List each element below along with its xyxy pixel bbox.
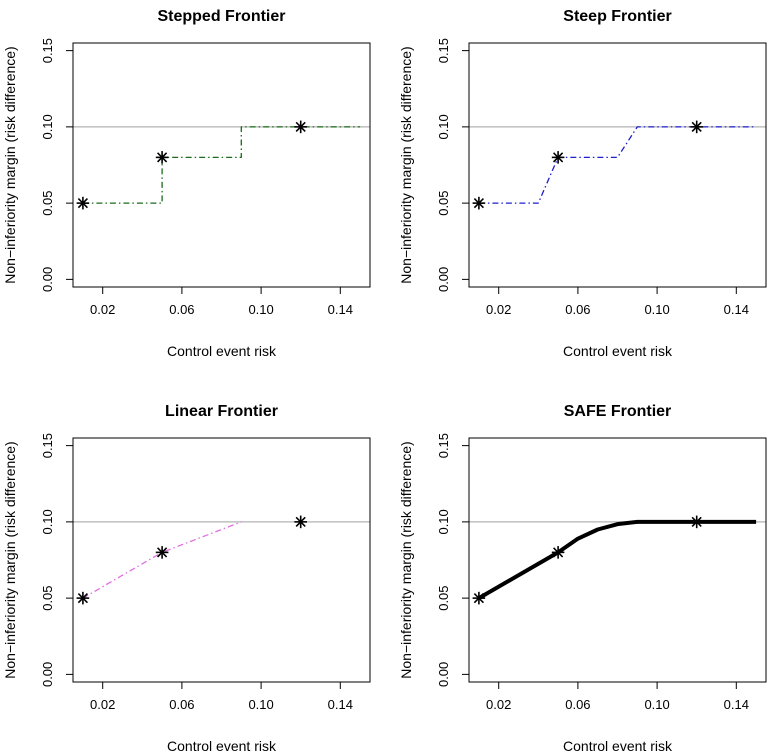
plot-frame — [468, 42, 767, 288]
data-point — [155, 151, 169, 164]
chart-panel-3: Linear Frontier 0.02 0.06 0.10 0.14 0.00 0.05 0… — [2, 403, 371, 753]
data-point-stroke — [553, 547, 564, 558]
data-point-stroke — [553, 152, 564, 163]
y-tick-label: 0.15 — [40, 433, 55, 458]
data-point — [294, 120, 308, 134]
x-axis-label: Control event risk — [563, 738, 673, 753]
data-point-stroke — [157, 152, 168, 163]
data-point — [690, 515, 704, 529]
y-tick-label: 0.05 — [436, 585, 451, 610]
chart-title: SAFE Frontier — [564, 403, 672, 420]
y-tick-label: 0.10 — [436, 114, 451, 139]
y-tick-label: 0.10 — [40, 509, 55, 534]
data-point — [76, 196, 90, 210]
data-point-stroke — [77, 198, 88, 209]
y-tick-label: 0.00 — [40, 267, 55, 292]
chart-title: Steep Frontier — [563, 8, 671, 25]
x-tick-label: 0.02 — [486, 697, 511, 712]
frontier-line — [478, 126, 757, 204]
x-tick-label: 0.14 — [328, 302, 353, 317]
data-point-stroke — [691, 516, 702, 527]
x-tick-label: 0.06 — [565, 302, 590, 317]
data-point-stroke — [157, 547, 168, 558]
x-tick-label: 0.10 — [248, 697, 273, 712]
x-tick-label: 0.02 — [90, 697, 115, 712]
data-point — [155, 546, 169, 559]
x-tick-label: 0.14 — [328, 697, 353, 712]
y-tick-label: 0.15 — [436, 433, 451, 458]
data-point — [472, 196, 486, 210]
data-point — [690, 120, 704, 134]
data-point-stroke — [473, 198, 484, 209]
y-axis-label: Non−inferiority margin (risk difference) — [398, 441, 414, 678]
y-axis-label: Non−inferiority margin (risk difference) — [2, 441, 18, 678]
data-point — [294, 515, 308, 529]
x-tick-label: 0.06 — [169, 697, 194, 712]
x-tick-label: 0.06 — [169, 302, 194, 317]
plot-frame — [72, 42, 371, 288]
data-point — [472, 591, 486, 605]
x-axis-label: Control event risk — [167, 343, 277, 359]
y-tick-label: 0.00 — [436, 662, 451, 687]
y-tick-label: 0.15 — [436, 38, 451, 63]
data-point-stroke — [295, 516, 306, 527]
x-tick-label: 0.14 — [724, 302, 749, 317]
x-tick-label: 0.10 — [644, 302, 669, 317]
x-tick-label: 0.02 — [486, 302, 511, 317]
y-tick-label: 0.15 — [40, 38, 55, 63]
chart-title: Linear Frontier — [165, 403, 278, 420]
frontier-line — [477, 519, 757, 600]
frontier-line — [82, 521, 242, 599]
chart-panel-2: Steep Frontier 0.02 0.06 0.10 0.14 0.00 0.05 0.… — [398, 8, 767, 359]
chart-panel-4: SAFE Frontier 0.02 0.06 0.10 0.14 0.00 0.05 0.1… — [398, 403, 767, 753]
y-tick-label: 0.10 — [436, 509, 451, 534]
chart-title: Stepped Frontier — [157, 8, 285, 25]
data-point-stroke — [691, 121, 702, 132]
y-tick-label: 0.10 — [40, 114, 55, 139]
x-tick-label: 0.14 — [724, 697, 749, 712]
plot-frame — [468, 437, 767, 683]
x-tick-label: 0.06 — [565, 697, 590, 712]
x-tick-label: 0.02 — [90, 302, 115, 317]
data-point-stroke — [77, 593, 88, 604]
y-tick-label: 0.00 — [436, 267, 451, 292]
frontier-line — [82, 126, 361, 204]
x-axis-label: Control event risk — [167, 738, 277, 753]
x-tick-label: 0.10 — [644, 697, 669, 712]
x-tick-label: 0.10 — [248, 302, 273, 317]
data-point-stroke — [473, 593, 484, 604]
x-axis-label: Control event risk — [563, 343, 673, 359]
y-axis-label: Non−inferiority margin (risk difference) — [2, 46, 18, 283]
chart-panel-1: Stepped Frontier 0.02 0.06 0.10 0.14 0.00 0.05… — [2, 8, 371, 359]
y-tick-label: 0.05 — [40, 190, 55, 215]
plot-frame — [72, 437, 371, 683]
data-point — [551, 151, 565, 164]
y-axis-label: Non−inferiority margin (risk difference) — [398, 46, 414, 283]
data-point — [76, 591, 90, 605]
y-tick-label: 0.00 — [40, 662, 55, 687]
data-point — [551, 546, 565, 559]
y-tick-label: 0.05 — [436, 190, 451, 215]
data-point-stroke — [295, 121, 306, 132]
y-tick-label: 0.05 — [40, 585, 55, 610]
